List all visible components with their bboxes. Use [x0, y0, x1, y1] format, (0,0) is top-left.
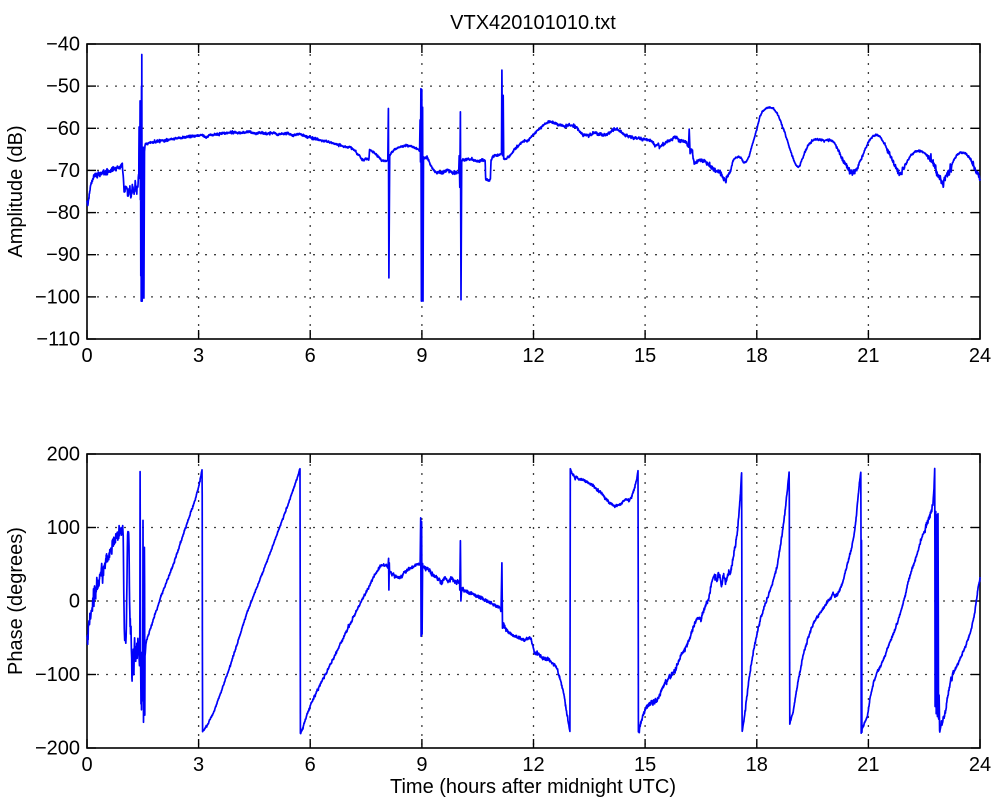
- svg-text:24: 24: [969, 754, 991, 776]
- svg-text:−80: −80: [46, 202, 80, 224]
- svg-text:0: 0: [81, 754, 92, 776]
- svg-text:15: 15: [634, 345, 656, 367]
- svg-text:3: 3: [193, 345, 204, 367]
- svg-text:6: 6: [305, 754, 316, 776]
- svg-text:18: 18: [746, 345, 768, 367]
- svg-text:−100: −100: [35, 664, 80, 686]
- svg-text:−100: −100: [35, 286, 80, 308]
- svg-text:Phase (degrees): Phase (degrees): [5, 527, 27, 675]
- svg-text:6: 6: [305, 345, 316, 367]
- svg-text:VTX420101010.txt: VTX420101010.txt: [450, 12, 616, 34]
- svg-text:−60: −60: [46, 118, 80, 140]
- svg-text:−50: −50: [46, 76, 80, 98]
- svg-text:−200: −200: [35, 738, 80, 760]
- svg-text:200: 200: [47, 444, 80, 466]
- svg-text:9: 9: [416, 754, 427, 776]
- svg-text:21: 21: [857, 754, 879, 776]
- svg-text:−110: −110: [36, 329, 80, 351]
- svg-text:0: 0: [69, 591, 80, 613]
- svg-text:15: 15: [634, 754, 656, 776]
- svg-text:−90: −90: [46, 244, 80, 266]
- svg-text:24: 24: [969, 345, 991, 367]
- svg-text:3: 3: [193, 754, 204, 776]
- svg-text:0: 0: [81, 345, 92, 367]
- svg-text:−40: −40: [46, 34, 80, 56]
- svg-text:9: 9: [416, 345, 427, 367]
- svg-text:−70: −70: [46, 160, 80, 182]
- svg-text:18: 18: [746, 754, 768, 776]
- svg-text:Amplitude (dB): Amplitude (dB): [5, 125, 27, 257]
- svg-text:100: 100: [47, 517, 80, 539]
- svg-text:12: 12: [522, 754, 544, 776]
- svg-text:21: 21: [857, 345, 879, 367]
- svg-text:12: 12: [522, 345, 544, 367]
- svg-text:Time (hours after midnight UTC: Time (hours after midnight UTC): [390, 776, 676, 798]
